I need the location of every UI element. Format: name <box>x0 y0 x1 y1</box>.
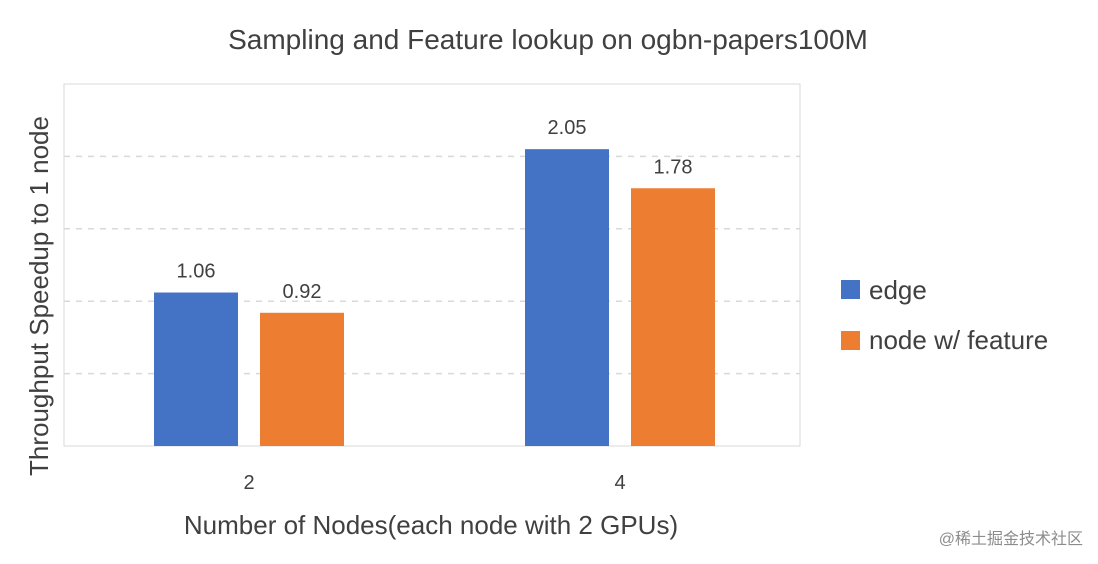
watermark: @稀土掘金技术社区 <box>939 530 1083 548</box>
legend-label-node-feature: node w/ feature <box>869 325 1048 355</box>
data-labels: 1.06 0.92 2.05 1.78 <box>177 117 693 303</box>
bars <box>154 149 715 447</box>
bar-node-w-feature-2 <box>260 312 344 446</box>
legend: edge node w/ feature <box>841 275 1048 355</box>
legend-swatch-node-feature <box>841 331 860 350</box>
x-tick-label-4: 4 <box>614 472 625 494</box>
legend-swatch-edge <box>841 280 860 299</box>
legend-label-edge: edge <box>869 275 927 305</box>
data-label-edge-4: 2.05 <box>548 117 587 139</box>
bar-edge-2 <box>154 292 238 446</box>
y-axis-label: Throughput Speedup to 1 node <box>24 116 54 476</box>
x-tick-label-2: 2 <box>243 472 254 494</box>
bar-edge-4 <box>525 149 609 446</box>
data-label-node-w-feature-4: 1.78 <box>654 156 693 178</box>
data-label-node-w-feature-2: 0.92 <box>283 281 322 303</box>
data-label-edge-2: 1.06 <box>177 261 216 283</box>
chart-title: Sampling and Feature lookup on ogbn-pape… <box>228 24 868 55</box>
bar-node-w-feature-4 <box>631 188 715 447</box>
x-axis-label: Number of Nodes(each node with 2 GPUs) <box>184 510 678 540</box>
